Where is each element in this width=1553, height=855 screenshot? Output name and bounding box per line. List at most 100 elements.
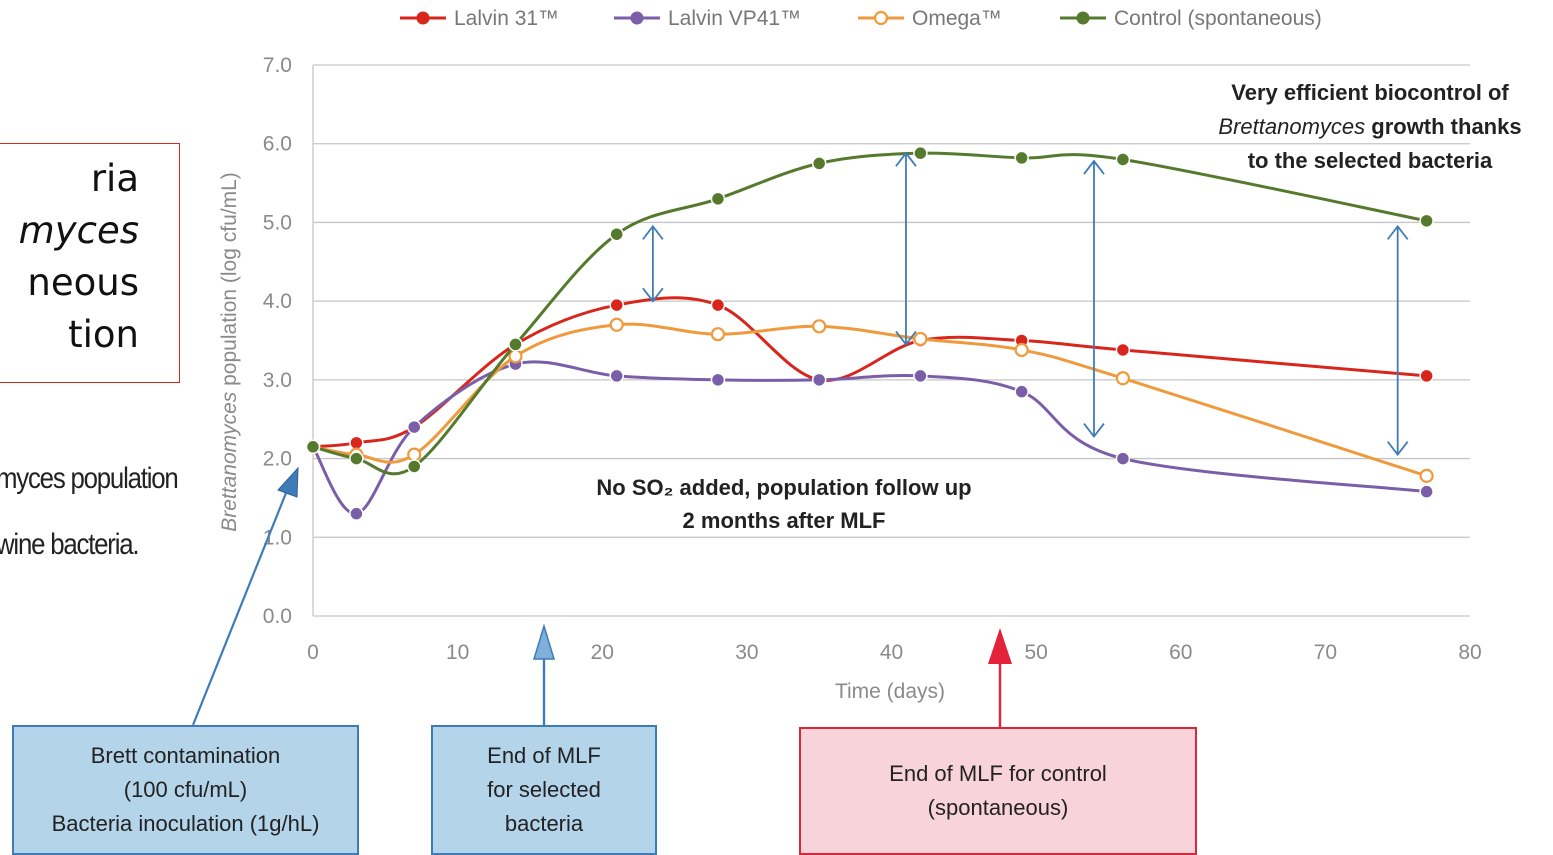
side-text-line: myces — [18, 209, 139, 252]
difference-arrows — [642, 151, 1409, 457]
arrow-head-up — [1386, 224, 1409, 240]
data-point-vp41 — [349, 506, 364, 521]
data-point-vp41 — [913, 368, 928, 384]
data-point-lalvin31 — [710, 297, 726, 313]
data-point-control — [1014, 150, 1029, 166]
series-line-vp41 — [311, 360, 1427, 516]
data-point-control — [811, 156, 827, 171]
data-point-omega — [609, 317, 624, 332]
data-point-omega — [1419, 468, 1434, 483]
biocontrol-note-line: Very efficient biocontrol of — [1231, 80, 1509, 105]
data-point-control — [609, 226, 624, 242]
data-point-control — [349, 451, 364, 466]
legend-marker — [630, 11, 644, 25]
callout-mlf-selected: End of MLF for selected bacteria — [431, 725, 657, 855]
event-arrow-contamination — [191, 487, 290, 726]
data-point-omega — [1115, 371, 1131, 386]
callout-mlf-control: End of MLF for control (spontaneous) — [799, 727, 1197, 855]
data-point-control — [406, 459, 422, 474]
data-point-vp41 — [710, 372, 726, 388]
data-point-vp41 — [1419, 484, 1434, 499]
y-tick-labels: 0.01.02.03.04.05.06.07.0 — [263, 54, 292, 628]
legend-marker — [1076, 11, 1090, 25]
data-point-lalvin31 — [609, 297, 624, 313]
series-line-control — [312, 151, 1427, 476]
no-so2-note-line: No SO₂ added, population follow up — [596, 475, 971, 500]
callout-line: Brett contamination — [90, 743, 281, 768]
callout-line: (spontaneous) — [927, 795, 1069, 820]
y-axis-label-italic: Brettanomyces — [218, 391, 241, 532]
y-tick-label: 5.0 — [263, 211, 292, 234]
chart-annotations: Very efficient biocontrol of Brettanomyce… — [596, 80, 1521, 533]
y-tick-label: 0.0 — [263, 605, 292, 628]
data-point-control — [1115, 152, 1131, 167]
x-tick-label: 50 — [1024, 641, 1047, 664]
data-point-omega — [407, 447, 422, 462]
data-point-control — [305, 439, 321, 455]
x-tick-labels: 0 10 20 30 40 50 60 70 80 — [307, 641, 1482, 664]
callout-contamination: Brett contamination (100 cfu/mL) Bacteri… — [12, 725, 359, 855]
data-point-vp41 — [1014, 384, 1029, 399]
y-axis-label-rest: population (log cfu/mL) — [218, 172, 241, 391]
legend-label: Control (spontaneous) — [1114, 7, 1322, 30]
x-tick-label: 10 — [446, 641, 469, 664]
series-line-lalvin31 — [312, 296, 1427, 449]
callout-line: for selected — [487, 777, 601, 802]
side-text-line: neous — [27, 261, 139, 304]
callout-line: bacteria — [504, 811, 584, 836]
y-tick-label: 6.0 — [263, 133, 292, 156]
arrow-head-up — [642, 224, 664, 240]
arrow-head-down — [1083, 422, 1105, 439]
data-point-control — [508, 337, 523, 352]
x-tick-label: 30 — [735, 641, 758, 664]
no-so2-note-line: 2 months after MLF — [683, 508, 886, 533]
x-tick-label: 60 — [1169, 641, 1192, 664]
series-group — [305, 145, 1434, 521]
data-point-omega — [508, 349, 523, 364]
biocontrol-note-line: Brettanomyces growth thanks — [1218, 114, 1521, 139]
legend-label: Lalvin VP41™ — [668, 7, 801, 30]
legend: Lalvin 31™ Lalvin VP41™ Omega™ Control (spo… — [400, 7, 1322, 30]
x-tick-label: 20 — [591, 641, 614, 664]
arrow-head-down — [895, 330, 917, 346]
legend-marker — [416, 11, 430, 25]
legend-label: Omega™ — [912, 7, 1002, 30]
y-axis-label: Brettanomyces population (log cfu/mL) — [218, 172, 241, 532]
data-point-omega — [913, 331, 928, 347]
arrow-head-up — [1083, 159, 1105, 175]
y-tick-label: 4.0 — [263, 290, 292, 313]
callout-line: Bacteria inoculation (1g/hL) — [51, 811, 320, 836]
data-point-omega — [812, 319, 827, 334]
event-arrowhead-mlf-selected — [532, 623, 556, 660]
x-tick-label: 80 — [1458, 641, 1481, 664]
callout-line: (100 cfu/mL) — [123, 777, 248, 802]
callout-line: End of MLF — [487, 743, 601, 768]
data-point-control — [710, 191, 726, 207]
biocontrol-note-line: to the selected bacteria — [1248, 148, 1493, 173]
y-tick-label: 2.0 — [263, 448, 292, 471]
arrow-head-down — [1386, 441, 1409, 457]
x-tick-label: 40 — [880, 641, 903, 664]
event-arrows — [191, 466, 1012, 727]
data-point-vp41 — [406, 419, 422, 435]
data-point-control — [913, 145, 928, 161]
side-text-line: tion — [68, 313, 139, 356]
x-tick-label: 0 — [307, 641, 319, 664]
side-text-line: ria — [90, 157, 139, 200]
side-text-box: ria myces neous tion — [0, 143, 180, 383]
series-line-omega — [312, 322, 1428, 478]
data-point-lalvin31 — [349, 435, 364, 451]
biocontrol-note-rest: growth thanks — [1365, 114, 1521, 139]
data-point-omega — [710, 327, 726, 342]
y-tick-label: 3.0 — [263, 369, 292, 392]
data-point-control — [1419, 213, 1434, 229]
data-point-vp41 — [811, 372, 827, 388]
side-caption-line: wine bacteria. — [0, 528, 140, 561]
data-point-vp41 — [609, 368, 624, 384]
data-point-vp41 — [1115, 451, 1131, 466]
arrow-head-up — [895, 151, 917, 167]
grid-lines — [312, 64, 1470, 617]
event-arrowhead-mlf-control — [988, 628, 1012, 664]
event-arrowhead-contamination — [277, 466, 299, 498]
